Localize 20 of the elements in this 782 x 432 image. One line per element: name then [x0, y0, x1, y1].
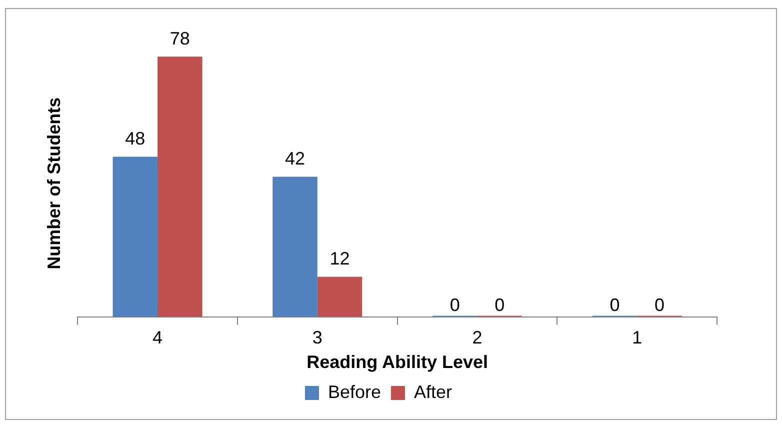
y-axis-title: Number of Students: [44, 97, 64, 270]
x-tick-label: 3: [312, 328, 322, 348]
data-label: 48: [125, 128, 146, 149]
x-tick-label: 4: [152, 328, 163, 348]
data-label: 0: [654, 294, 664, 315]
data-label: 78: [170, 28, 190, 49]
data-label: 42: [284, 148, 306, 169]
legend-label: Before: [328, 382, 382, 402]
legend-label: After: [414, 382, 452, 402]
data-label: 0: [494, 294, 505, 315]
bar: [158, 56, 202, 317]
x-tick-label: 1: [632, 328, 642, 348]
bar: [317, 276, 362, 317]
x-axis-title: Reading Ability Level: [306, 352, 488, 372]
data-label: 0: [610, 294, 620, 315]
x-tick-label: 2: [472, 328, 482, 348]
bar: [272, 176, 318, 317]
data-label: 12: [330, 248, 350, 269]
bar: [112, 156, 158, 317]
data-label: 0: [450, 294, 460, 315]
